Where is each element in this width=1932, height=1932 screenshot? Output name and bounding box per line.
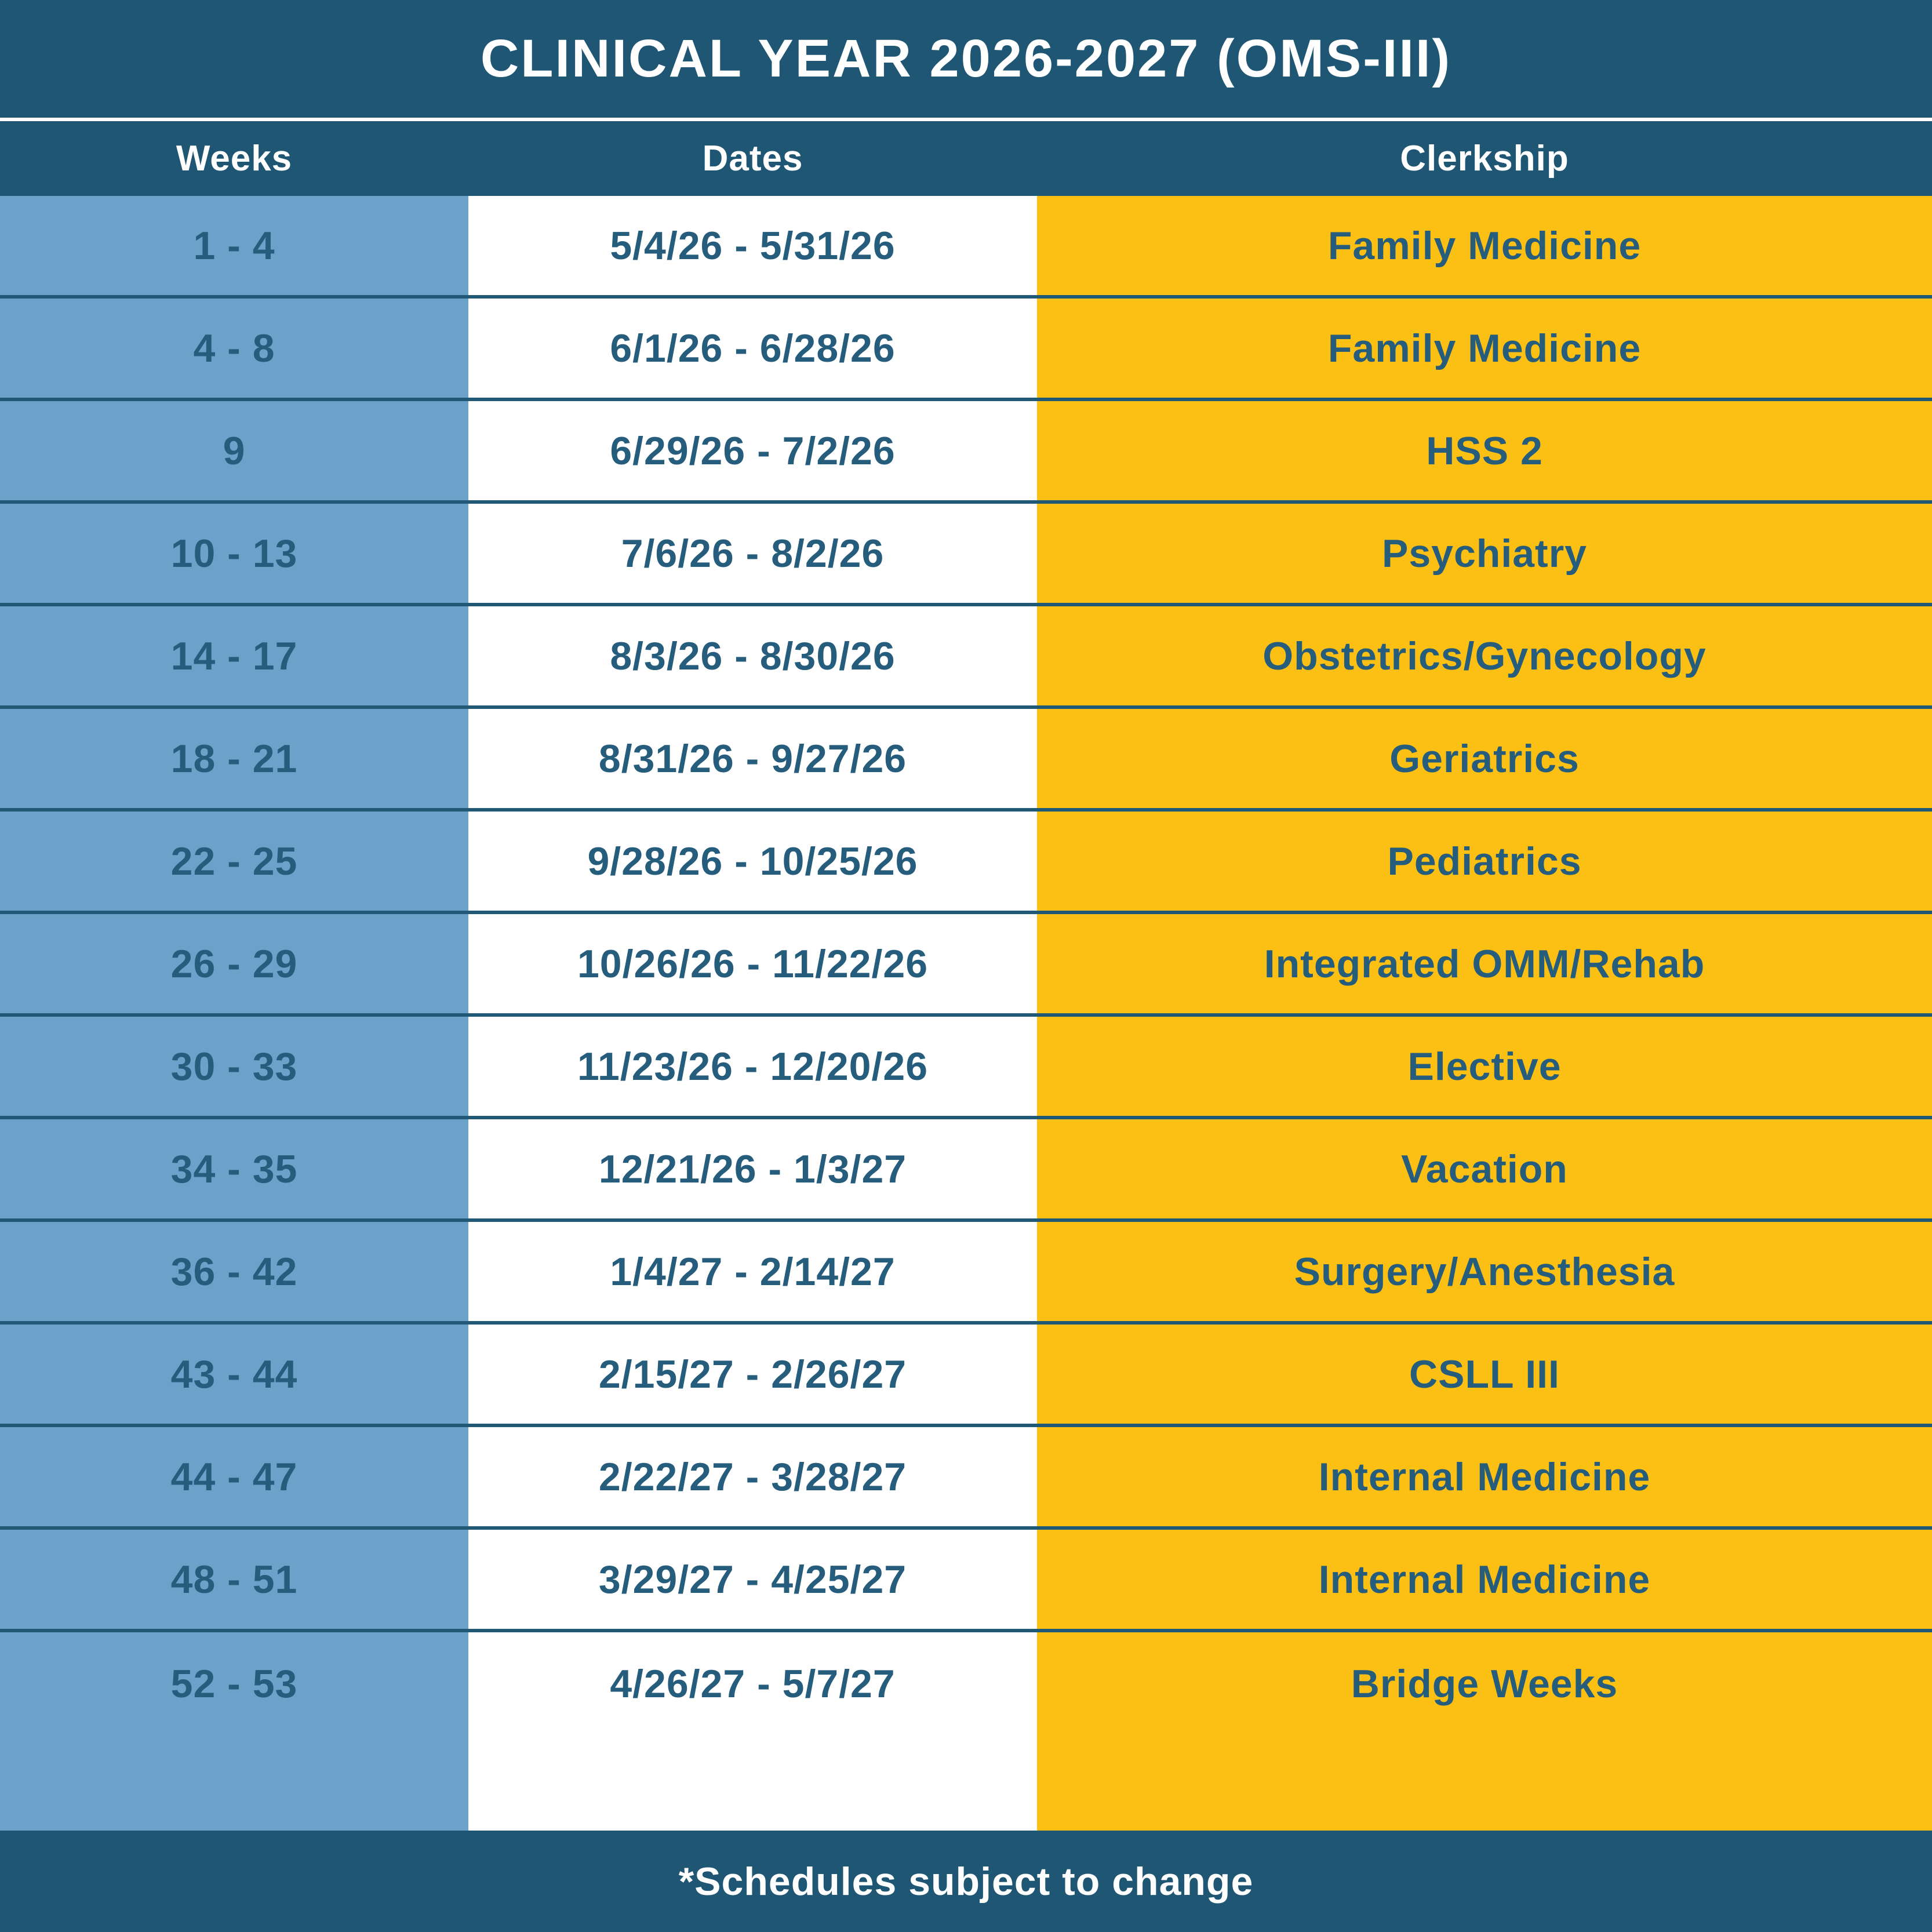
dates-cell: 10/26/26 - 11/22/26 [468,914,1037,1013]
footer-bar: *Schedules subject to change [0,1831,1932,1932]
clerkship-cell: Bridge Weeks [1037,1632,1932,1735]
clerkship-cell: Internal Medicine [1037,1530,1932,1629]
table-row: 36 - 42 1/4/27 - 2/14/27 Surgery/Anesthesi… [0,1222,1932,1325]
column-color-filler [0,1735,1932,1831]
table-row: 34 - 35 12/21/26 - 1/3/27 Vacation [0,1119,1932,1222]
clerkship-cell: Family Medicine [1037,299,1932,398]
dates-cell: 1/4/27 - 2/14/27 [468,1222,1037,1321]
weeks-cell: 10 - 13 [0,504,468,603]
clerkship-cell: Surgery/Anesthesia [1037,1222,1932,1321]
weeks-cell: 22 - 25 [0,812,468,911]
weeks-cell: 18 - 21 [0,709,468,808]
weeks-cell: 9 [0,401,468,500]
clerkship-cell: HSS 2 [1037,401,1932,500]
title-bar: CLINICAL YEAR 2026-2027 (OMS-III) [0,0,1932,118]
weeks-cell: 36 - 42 [0,1222,468,1321]
dates-cell: 3/29/27 - 4/25/27 [468,1530,1037,1629]
schedule-table-body: 1 - 4 5/4/26 - 5/31/26 Family Medicine 4 - … [0,196,1932,1735]
table-row: 44 - 47 2/22/27 - 3/28/27 Internal Medicin… [0,1427,1932,1530]
clerkship-cell: Internal Medicine [1037,1427,1932,1526]
dates-cell: 8/3/26 - 8/30/26 [468,606,1037,705]
table-row: 10 - 13 7/6/26 - 8/2/26 Psychiatry [0,504,1932,606]
weeks-cell: 43 - 44 [0,1325,468,1424]
table-row: 1 - 4 5/4/26 - 5/31/26 Family Medicine [0,196,1932,299]
dates-cell: 6/29/26 - 7/2/26 [468,401,1037,500]
weeks-cell: 14 - 17 [0,606,468,705]
weeks-cell: 30 - 33 [0,1017,468,1116]
dates-cell: 9/28/26 - 10/25/26 [468,812,1037,911]
weeks-cell: 34 - 35 [0,1119,468,1218]
clerkship-cell: CSLL III [1037,1325,1932,1424]
filler-clerkship-column [1037,1735,1932,1831]
table-row: 9 6/29/26 - 7/2/26 HSS 2 [0,401,1932,504]
table-row: 26 - 29 10/26/26 - 11/22/26 Integrated OMM… [0,914,1932,1017]
clerkship-cell: Elective [1037,1017,1932,1116]
table-row: 22 - 25 9/28/26 - 10/25/26 Pediatrics [0,812,1932,914]
column-header-row: Weeks Dates Clerkship [0,121,1932,196]
weeks-cell: 1 - 4 [0,196,468,295]
title-separator-line [0,118,1932,121]
dates-cell: 7/6/26 - 8/2/26 [468,504,1037,603]
weeks-cell: 44 - 47 [0,1427,468,1526]
weeks-cell: 48 - 51 [0,1530,468,1629]
clerkship-cell: Geriatrics [1037,709,1932,808]
clerkship-cell: Family Medicine [1037,196,1932,295]
footer-note: *Schedules subject to change [678,1859,1254,1904]
column-header-dates: Dates [702,139,803,179]
dates-cell: 4/26/27 - 5/7/27 [468,1632,1037,1735]
dates-cell: 8/31/26 - 9/27/26 [468,709,1037,808]
table-row: 30 - 33 11/23/26 - 12/20/26 Elective [0,1017,1932,1119]
weeks-cell: 26 - 29 [0,914,468,1013]
dates-cell: 11/23/26 - 12/20/26 [468,1017,1037,1116]
dates-cell: 2/15/27 - 2/26/27 [468,1325,1037,1424]
column-header-weeks: Weeks [176,139,293,179]
table-row: 52 - 53 4/26/27 - 5/7/27 Bridge Weeks [0,1632,1932,1735]
dates-cell: 2/22/27 - 3/28/27 [468,1427,1037,1526]
dates-cell: 5/4/26 - 5/31/26 [468,196,1037,295]
clerkship-cell: Obstetrics/Gynecology [1037,606,1932,705]
weeks-cell: 4 - 8 [0,299,468,398]
table-row: 43 - 44 2/15/27 - 2/26/27 CSLL III [0,1325,1932,1427]
column-header-clerkship: Clerkship [1400,139,1569,179]
dates-cell: 12/21/26 - 1/3/27 [468,1119,1037,1218]
filler-weeks-column [0,1735,468,1831]
table-row: 18 - 21 8/31/26 - 9/27/26 Geriatrics [0,709,1932,812]
table-row: 4 - 8 6/1/26 - 6/28/26 Family Medicine [0,299,1932,401]
clerkship-cell: Pediatrics [1037,812,1932,911]
filler-dates-column [468,1735,1037,1831]
table-row: 14 - 17 8/3/26 - 8/30/26 Obstetrics/Gyneco… [0,606,1932,709]
table-row: 48 - 51 3/29/27 - 4/25/27 Internal Medicin… [0,1530,1932,1632]
clerkship-cell: Psychiatry [1037,504,1932,603]
dates-cell: 6/1/26 - 6/28/26 [468,299,1037,398]
clerkship-cell: Integrated OMM/Rehab [1037,914,1932,1013]
clerkship-cell: Vacation [1037,1119,1932,1218]
weeks-cell: 52 - 53 [0,1632,468,1735]
page-title: CLINICAL YEAR 2026-2027 (OMS-III) [480,29,1452,88]
